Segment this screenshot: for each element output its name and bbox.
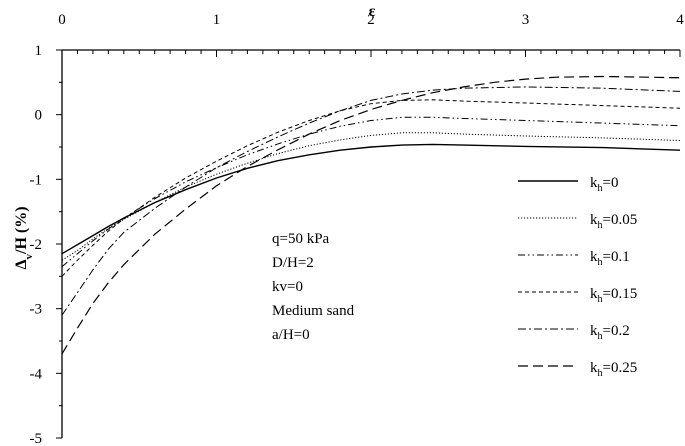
y-axis-title-sub: v	[23, 254, 35, 260]
legend-label-sub: h	[598, 331, 603, 342]
x-axis-title: ε	[369, 3, 376, 20]
series-line	[61, 86, 681, 316]
legend-label-main: k	[590, 175, 598, 191]
x-tick-label: 4	[676, 12, 684, 28]
legend-label: kh=0.25	[590, 360, 637, 379]
annotation-text: kv=0	[272, 279, 303, 295]
x-tick-label: 0	[58, 12, 66, 28]
legend-label: kh=0.1	[590, 249, 630, 268]
x-tick-label: 2	[367, 12, 375, 28]
legend-label-sub: h	[598, 257, 603, 268]
x-tick-label: 3	[522, 12, 530, 28]
annotation-text: q=50 kPa	[272, 231, 330, 247]
series-line	[61, 143, 681, 255]
legend-label-sub: h	[598, 368, 603, 379]
y-tick-label: -3	[30, 302, 43, 318]
y-axis-title: Δv/H (%)	[13, 206, 35, 269]
annotation-text: a/H=0	[272, 327, 310, 343]
legend-label-tail: =0.25	[603, 360, 638, 376]
y-tick-label: 0	[35, 108, 43, 124]
series-line	[61, 99, 681, 277]
legend-label-tail: =0.1	[603, 249, 630, 265]
y-tick-label: -1	[30, 172, 43, 188]
legend-label-sub: h	[598, 294, 603, 305]
series-line	[61, 75, 681, 355]
y-axis-title-tail: /H (%)	[13, 206, 30, 255]
y-axis-title-main: Δ	[13, 260, 30, 270]
legend-label-tail: =0.2	[603, 323, 630, 339]
legend-label: kh=0	[590, 175, 618, 194]
legend-label-main: k	[590, 323, 598, 339]
y-tick-label: -5	[30, 431, 43, 446]
legend-label: kh=0.15	[590, 286, 637, 305]
series-line	[61, 132, 681, 261]
legend-label-main: k	[590, 212, 598, 228]
legend-label: kh=0.05	[590, 212, 637, 231]
legend-label-tail: =0.15	[603, 286, 638, 302]
axes: 0 1 2 3 410-1-2-3-4-5	[30, 12, 685, 446]
annotations: q=50 kPa D/H=2 kv=0 Medium sand a/H=0	[272, 231, 355, 343]
plot-lines	[61, 75, 681, 355]
y-tick-label: -2	[30, 237, 43, 253]
y-tick-label: -4	[30, 366, 43, 382]
legend-label-tail: =0.05	[603, 212, 638, 228]
y-tick-label: 1	[35, 43, 43, 59]
legend-label-main: k	[590, 286, 598, 302]
annotation-text: D/H=2	[272, 255, 314, 271]
legend-label-tail: =0	[603, 175, 619, 191]
legend-label: kh=0.2	[590, 323, 630, 342]
legend-label-sub: h	[598, 183, 603, 194]
legend-label-main: k	[590, 249, 598, 265]
series-line	[61, 116, 681, 267]
annotation-text: Medium sand	[272, 303, 355, 319]
legend-label-sub: h	[598, 220, 603, 231]
x-tick-label: 1	[213, 12, 221, 28]
legend-label-main: k	[590, 360, 598, 376]
